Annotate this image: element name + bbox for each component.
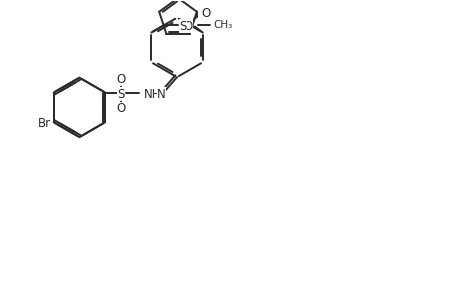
Text: O: O	[202, 7, 211, 20]
Text: N: N	[157, 88, 166, 100]
Text: O: O	[116, 73, 125, 86]
Text: NH: NH	[144, 88, 161, 100]
Text: Br: Br	[38, 117, 50, 130]
Text: O: O	[183, 20, 192, 33]
Text: S: S	[117, 88, 124, 100]
Text: CH₃: CH₃	[213, 20, 232, 30]
Text: S: S	[179, 20, 186, 33]
Text: O: O	[116, 102, 125, 116]
